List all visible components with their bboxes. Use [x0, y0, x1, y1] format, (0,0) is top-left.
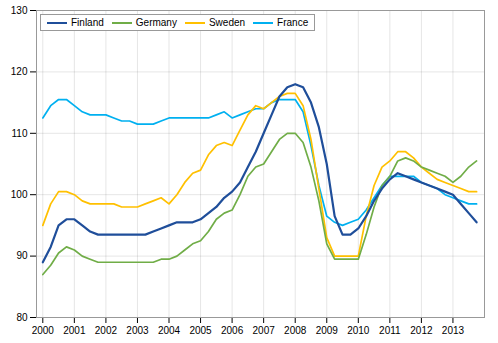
svg-text:80: 80	[16, 312, 28, 323]
svg-text:2009: 2009	[316, 325, 339, 336]
svg-text:2003: 2003	[126, 325, 149, 336]
svg-text:130: 130	[11, 5, 28, 16]
html-text:Sweden: Sweden	[208, 17, 246, 28]
svg-text:2001: 2001	[63, 325, 86, 336]
svg-text:2010: 2010	[347, 325, 370, 336]
svg-text:2012: 2012	[410, 325, 433, 336]
svg-text:2011: 2011	[379, 325, 401, 336]
svg-text:2008: 2008	[284, 325, 307, 336]
svg-text:2004: 2004	[158, 325, 181, 336]
svg-text:110: 110	[12, 128, 28, 139]
svg-text:2007: 2007	[253, 325, 276, 336]
html-text:France: France	[277, 17, 309, 28]
html-text:Germany: Germany	[135, 17, 177, 28]
svg-text:2005: 2005	[189, 325, 212, 336]
svg-text:2000: 2000	[32, 325, 55, 336]
svg-text:100: 100	[11, 189, 28, 200]
svg-text:2006: 2006	[221, 325, 244, 336]
svg-text:120: 120	[11, 66, 28, 77]
html-text:Finland: Finland	[71, 17, 104, 28]
svg-text:90: 90	[16, 250, 28, 261]
svg-text:2013: 2013	[442, 325, 465, 336]
svg-text:2002: 2002	[95, 325, 118, 336]
